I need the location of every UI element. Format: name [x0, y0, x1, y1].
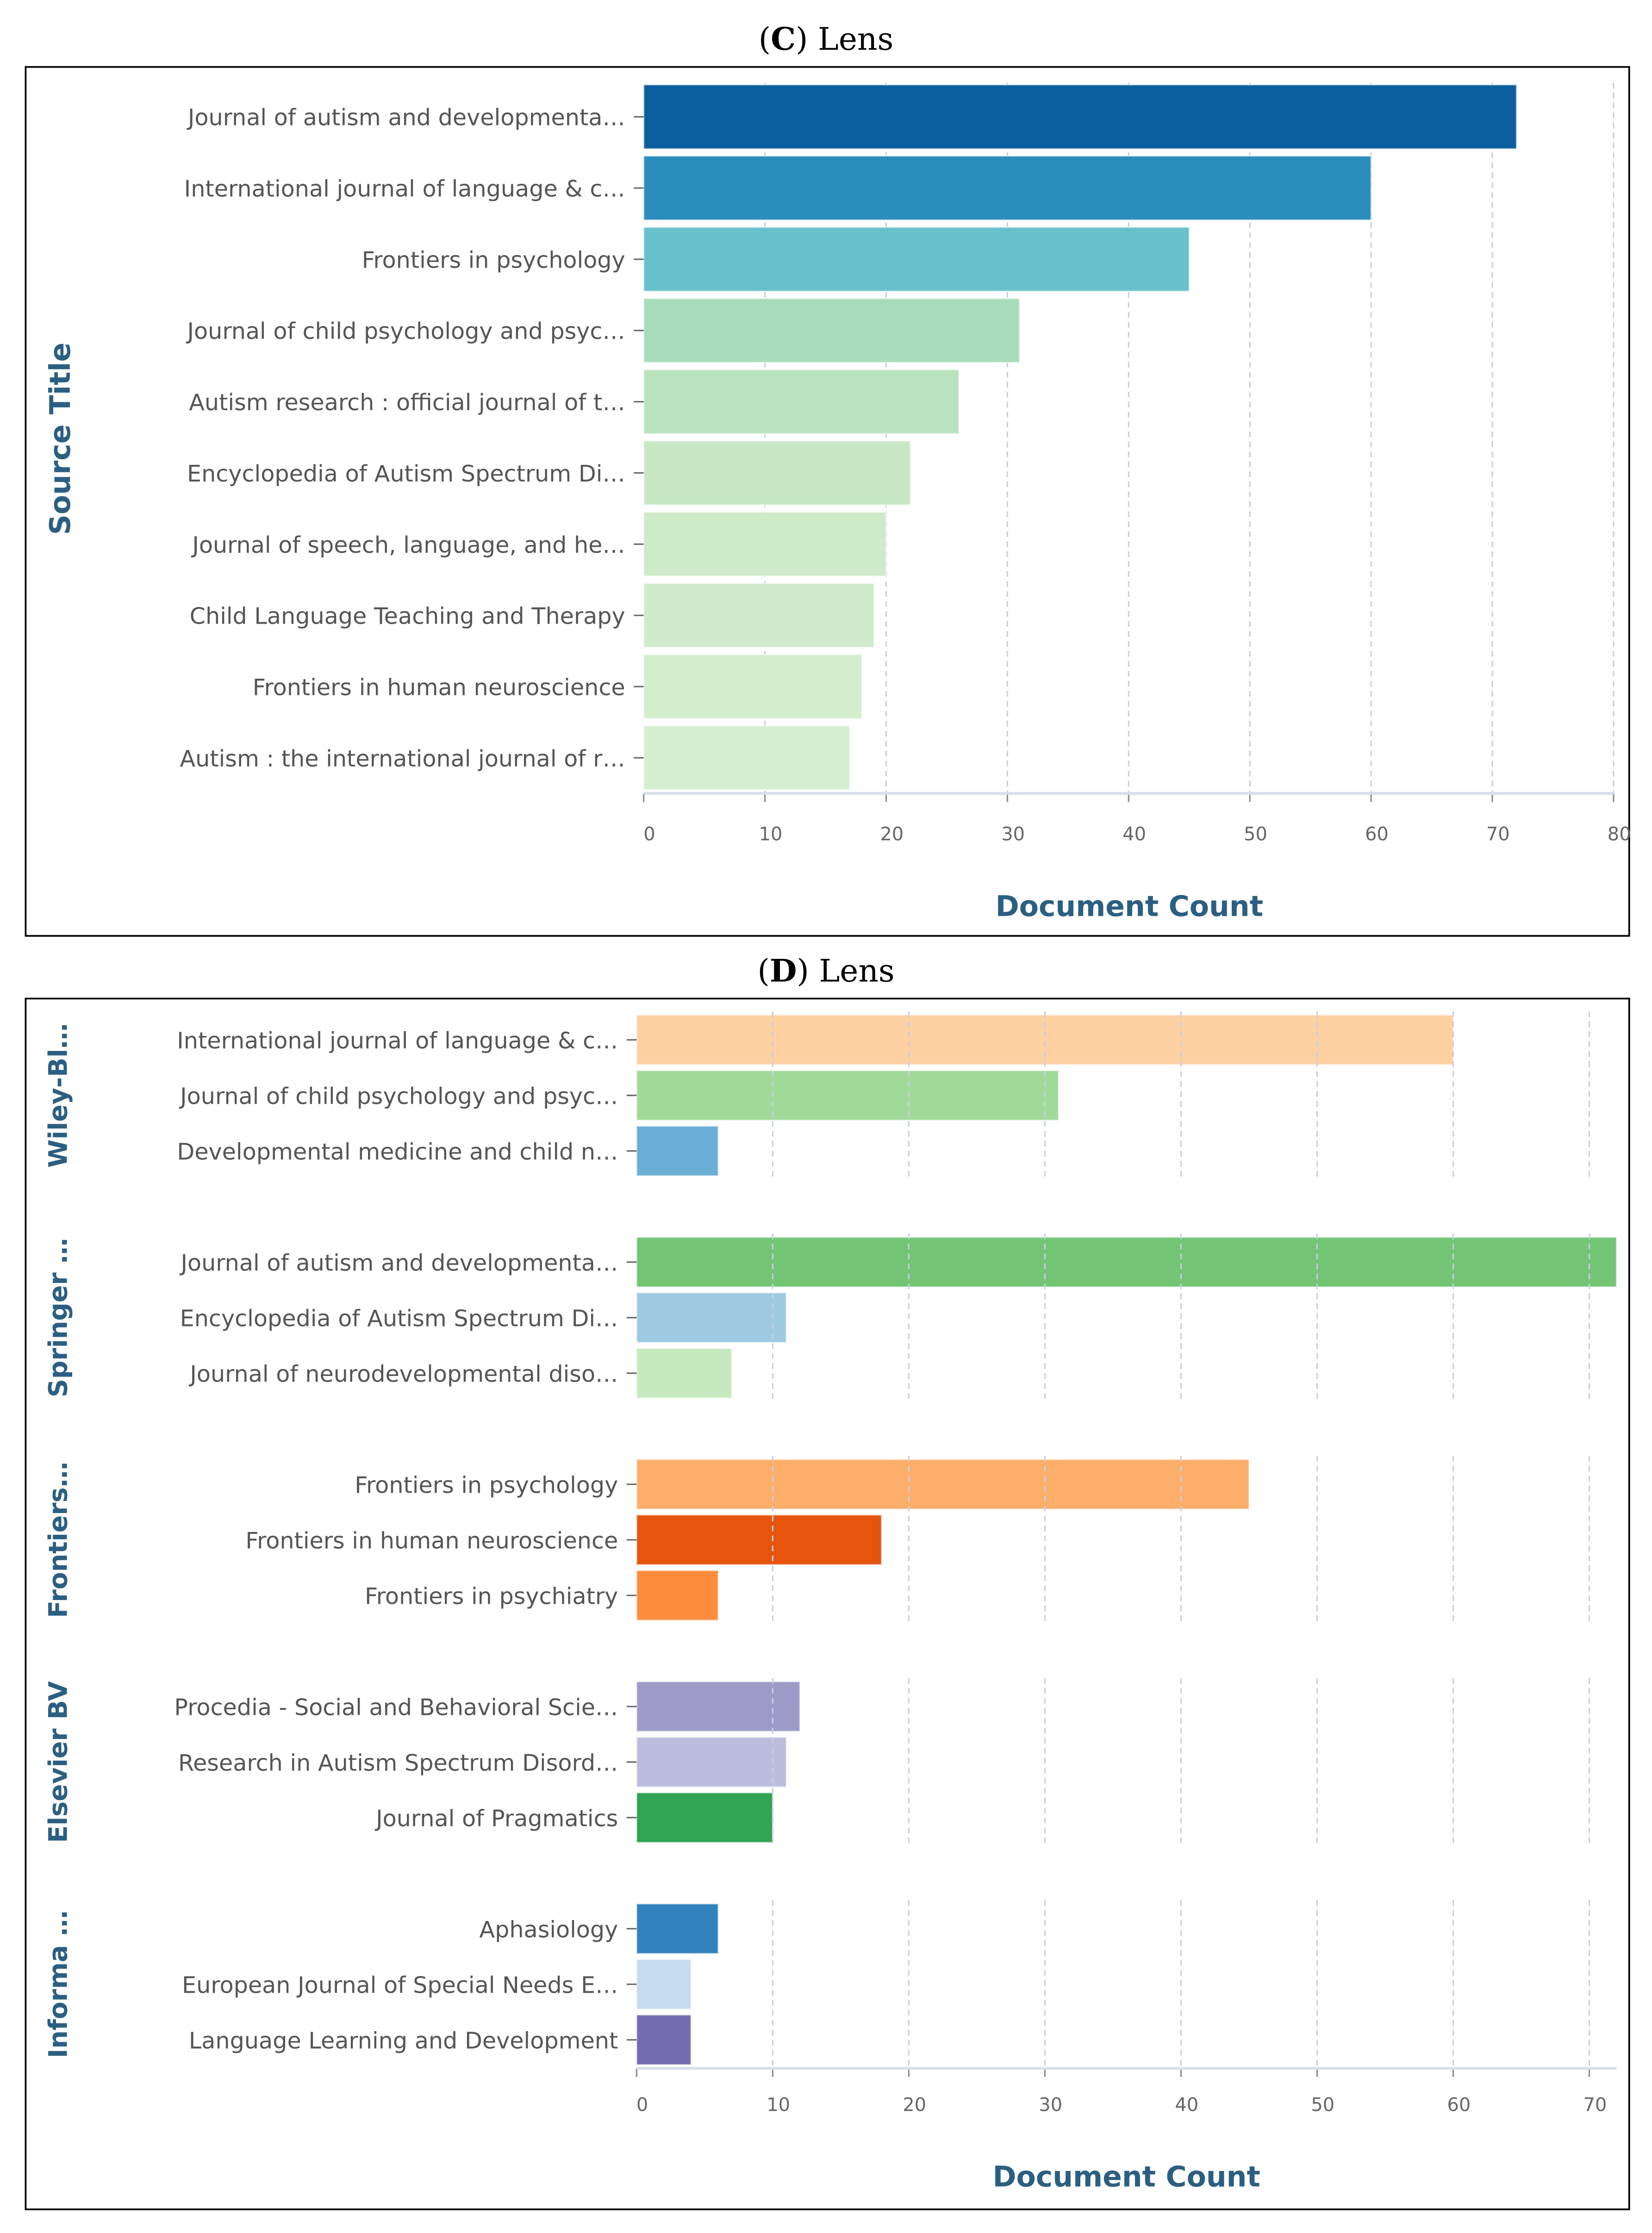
- x-tick-label: 60: [1447, 2095, 1471, 2116]
- chart-c-x-axis-title: Document Count: [996, 889, 1263, 923]
- panel-c-frame: [25, 66, 1630, 937]
- y-tick-label: Frontiers in human neuroscience: [253, 674, 625, 701]
- y-tick-label: Language Learning and Development: [189, 2027, 618, 2054]
- bar: [636, 1070, 1060, 1121]
- y-tick-label: Developmental medicine and child n…: [177, 1138, 618, 1165]
- bar: [636, 1236, 1617, 1288]
- bar: [636, 1958, 692, 2010]
- y-tick-label: European Journal of Special Needs E…: [182, 1971, 618, 1998]
- y-tick-label: Journal of autism and developmenta…: [179, 1249, 618, 1276]
- bar: [643, 725, 851, 791]
- x-tick-label: 50: [1244, 824, 1267, 845]
- x-tick-label: 30: [1001, 824, 1025, 845]
- y-tick-label: Autism : the international journal of r…: [180, 745, 625, 772]
- chart-d: International journal of language & c… Jo…: [44, 1011, 1617, 2116]
- x-tick-label: 70: [1486, 824, 1510, 845]
- chart-c-y-axis-title: Source Title: [44, 343, 77, 535]
- x-tick-label: 20: [903, 2095, 926, 2116]
- y-tick-label: Frontiers in psychology: [355, 1471, 618, 1498]
- bar: [643, 84, 1517, 150]
- y-tick-label: Journal of speech, language, and he…: [191, 532, 625, 558]
- x-tick-label: 10: [759, 824, 782, 845]
- x-tick-label: 0: [636, 2095, 648, 2116]
- bar: [643, 654, 863, 719]
- y-tick-label: Journal of neurodevelopmental diso…: [188, 1360, 618, 1387]
- group-label: Elsevier BV: [44, 1681, 74, 1843]
- y-tick-label: Research in Autism Spectrum Disord…: [178, 1749, 618, 1776]
- x-tick-label: 60: [1365, 824, 1389, 845]
- y-tick-label: Autism research : official journal of t…: [189, 389, 625, 416]
- bar: [643, 440, 911, 506]
- bar: [643, 226, 1190, 292]
- y-tick-label: Frontiers in psychology: [362, 246, 625, 273]
- bar: [643, 298, 1021, 363]
- y-tick-label: Frontiers in human neuroscience: [245, 1527, 618, 1554]
- y-tick-label: Journal of child psychology and psyc…: [179, 1082, 618, 1109]
- x-tick-label: 40: [1122, 824, 1146, 845]
- y-tick-label: Procedia - Social and Behavioral Scie…: [174, 1694, 618, 1720]
- panel-d-title: (D) Lens: [757, 952, 894, 989]
- x-tick-label: 0: [643, 824, 655, 845]
- y-tick-label: Journal of Pragmatics: [374, 1805, 618, 1832]
- bar: [636, 1347, 733, 1399]
- y-tick-label: Journal of autism and developmenta…: [187, 104, 625, 131]
- bar: [636, 2014, 692, 2066]
- chart-d-x-axis-title: Document Count: [992, 2160, 1260, 2194]
- bar: [636, 1736, 787, 1788]
- bar: [636, 1125, 719, 1177]
- panel-d-frame: [25, 997, 1630, 2210]
- bar: [636, 1681, 801, 1733]
- bar: [636, 1458, 1250, 1510]
- bar: [636, 1292, 787, 1344]
- y-tick-label: Encyclopedia of Autism Spectrum Di…: [187, 460, 625, 487]
- x-tick-label: 50: [1311, 2095, 1334, 2116]
- y-tick-label: International journal of language & c…: [184, 175, 625, 202]
- y-tick-label: Child Language Teaching and Therapy: [190, 603, 625, 630]
- group-label: Informa …: [44, 1910, 74, 2058]
- bar: [643, 369, 960, 435]
- bar: [636, 1903, 719, 1955]
- chart-c: 0 10 20 30 40 50 60 70 80 Journal of autism and d…: [180, 82, 1631, 845]
- x-tick-label: 80: [1608, 824, 1631, 845]
- bar: [636, 1514, 883, 1566]
- y-tick-label: Frontiers in psychiatry: [365, 1582, 618, 1609]
- y-tick-label: Encyclopedia of Autism Spectrum Di…: [180, 1305, 618, 1332]
- group-label: Frontiers…: [44, 1462, 74, 1618]
- y-tick-label: International journal of language & c…: [177, 1027, 618, 1054]
- group-label: Springer …: [44, 1238, 74, 1397]
- x-tick-label: 40: [1175, 2095, 1198, 2116]
- bar: [643, 155, 1372, 221]
- x-tick-label: 10: [767, 2095, 790, 2116]
- group-label: Wiley-Bl…: [44, 1023, 74, 1168]
- bar: [636, 1570, 719, 1621]
- x-tick-label: 20: [880, 824, 904, 845]
- x-tick-label: 70: [1583, 2095, 1607, 2116]
- bar: [643, 582, 875, 648]
- panel-c-title: (C) Lens: [759, 20, 894, 57]
- x-tick-label: 30: [1039, 2095, 1062, 2116]
- bar: [636, 1792, 773, 1844]
- bar: [643, 511, 887, 577]
- y-tick-label: Aphasiology: [479, 1916, 618, 1943]
- y-tick-label: Journal of child psychology and psyc…: [186, 318, 625, 344]
